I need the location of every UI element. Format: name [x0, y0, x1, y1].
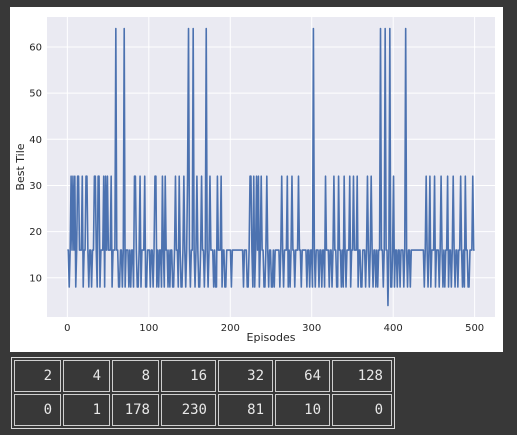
x-tick-label: 300 — [302, 323, 321, 334]
table-cell: 0 — [14, 394, 61, 426]
table-cell: 2 — [14, 360, 61, 392]
table-header-row: 2 4 8 16 32 64 128 — [14, 360, 392, 392]
table-cell: 230 — [161, 394, 216, 426]
y-tick-label: 30 — [29, 181, 42, 192]
tile-count-table: 2 4 8 16 32 64 128 0 1 178 230 81 10 0 — [11, 357, 395, 429]
y-tick-label: 20 — [29, 227, 42, 238]
x-tick-label: 100 — [139, 323, 158, 334]
y-axis-label: Best Tile — [14, 143, 27, 190]
table-cell: 81 — [218, 394, 273, 426]
table-row: 0 1 178 230 81 10 0 — [14, 394, 392, 426]
x-tick-label: 200 — [221, 323, 240, 334]
y-tick-label: 40 — [29, 135, 42, 146]
x-axis-label: Episodes — [247, 331, 296, 344]
table-cell: 1 — [63, 394, 110, 426]
table-cell: 32 — [218, 360, 273, 392]
y-tick-label: 50 — [29, 89, 42, 100]
table-cell: 4 — [63, 360, 110, 392]
x-tick-label: 400 — [384, 323, 403, 334]
x-tick-label: 0 — [64, 323, 70, 334]
x-tick-label: 500 — [465, 323, 484, 334]
table-cell: 0 — [332, 394, 392, 426]
table-cell: 178 — [112, 394, 159, 426]
table-cell: 8 — [112, 360, 159, 392]
table-cell: 16 — [161, 360, 216, 392]
y-tick-label: 10 — [29, 273, 42, 284]
table-cell: 10 — [275, 394, 330, 426]
y-tick-label: 60 — [29, 43, 42, 54]
series-line — [67, 27, 475, 307]
chart-panel: 0 100 200 300 400 500 10 20 30 40 50 60 Episodes B… — [10, 7, 503, 352]
table-cell: 128 — [332, 360, 392, 392]
best-tile-chart: 0 100 200 300 400 500 10 20 30 40 50 60 Episodes B… — [14, 17, 495, 344]
table-cell: 64 — [275, 360, 330, 392]
